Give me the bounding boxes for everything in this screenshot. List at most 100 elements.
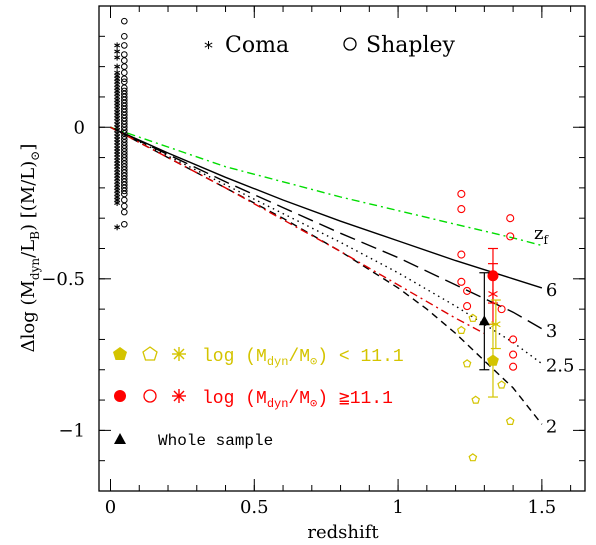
y-axis-label: Δlog (Mdyn/LB) [(M/L)⊙] xyxy=(18,144,42,353)
model-line-zf-00dd00 xyxy=(110,126,543,247)
shapley-point xyxy=(121,33,128,40)
shapley-point xyxy=(121,208,128,216)
star-stroke xyxy=(114,176,121,181)
star-stroke xyxy=(114,158,121,163)
star-stroke xyxy=(114,122,121,127)
shapley-point xyxy=(121,51,128,58)
star-stroke xyxy=(114,85,121,90)
shapley-point xyxy=(121,69,128,76)
highz-red-point xyxy=(509,350,518,359)
coma-point xyxy=(114,63,121,70)
star-stroke xyxy=(114,110,121,115)
axis-ticks xyxy=(99,5,585,492)
highz-red-point xyxy=(463,302,472,311)
x-axis-label: redshift xyxy=(307,522,379,543)
shapley-point xyxy=(121,42,128,49)
star-stroke xyxy=(114,155,121,160)
x-tick-label: 1.5 xyxy=(528,497,557,518)
highz-red-point xyxy=(463,286,472,295)
star-stroke xyxy=(114,97,121,102)
black-triangle-icon xyxy=(114,433,126,444)
highz-yellow-point xyxy=(468,313,478,322)
red-filled-circle-icon xyxy=(114,390,126,402)
mean-whole-marker xyxy=(478,315,490,326)
star-stroke xyxy=(114,70,121,75)
svg-text:Δlog (Mdyn/LB) [(M/L)⊙]: Δlog (Mdyn/LB) [(M/L)⊙] xyxy=(18,144,42,353)
star-stroke xyxy=(114,149,121,154)
highz-red-point xyxy=(457,250,466,259)
red-star-icon xyxy=(172,389,186,403)
star-stroke xyxy=(114,137,121,142)
model-line-zf-2.5 xyxy=(110,126,543,365)
x-tick-label: 1 xyxy=(392,497,403,518)
star-stroke xyxy=(114,107,121,112)
star-stroke xyxy=(488,290,498,297)
star-stroke xyxy=(114,179,121,184)
mean-red-star-marker xyxy=(488,288,498,299)
highz-yellow-point xyxy=(471,395,481,404)
model-line-zf-6 xyxy=(110,126,543,289)
x-tick-label: 0 xyxy=(105,497,116,518)
star-stroke xyxy=(114,55,121,60)
star-stroke xyxy=(114,198,121,202)
y-tick-label: −1 xyxy=(58,420,85,441)
shapley-point xyxy=(121,57,128,64)
star-stroke xyxy=(114,131,121,136)
star-stroke xyxy=(114,140,121,145)
yellow-open-pentagon-icon xyxy=(142,346,158,361)
zf-label: 3 xyxy=(546,321,557,342)
star-stroke xyxy=(114,128,121,133)
highz-red-point xyxy=(457,189,466,198)
shapley-point xyxy=(121,75,128,83)
shapley-point xyxy=(121,17,128,25)
y-tick-label: 0 xyxy=(74,117,85,138)
star-stroke xyxy=(114,164,121,169)
yellow-legend-label: log (Mdyn/M⊙) < 11.1 xyxy=(202,347,404,369)
highz-red-point xyxy=(457,205,466,214)
star-stroke xyxy=(114,146,121,151)
data-points xyxy=(114,17,518,462)
star-stroke xyxy=(114,113,121,118)
star-stroke xyxy=(114,143,121,148)
shapley-legend-label: Shapley xyxy=(366,33,455,58)
star-stroke xyxy=(114,201,121,206)
highz-red-point xyxy=(506,214,515,223)
star-stroke xyxy=(114,134,121,139)
star-stroke xyxy=(114,91,121,96)
star-stroke xyxy=(114,125,121,130)
star-stroke xyxy=(114,167,121,172)
star-stroke xyxy=(114,225,121,230)
coma-point xyxy=(114,224,121,231)
shapley-point xyxy=(121,220,128,228)
star-stroke xyxy=(114,49,121,54)
zf-label: 2 xyxy=(546,416,557,437)
tick-labels: 0 0.5 1 1.5 0 −0.5 −1 xyxy=(41,117,556,518)
star-stroke xyxy=(491,321,501,328)
highz-red-point xyxy=(509,335,518,344)
shapley-point xyxy=(121,202,128,210)
highz-yellow-point xyxy=(505,416,515,425)
coma-legend-label: Coma xyxy=(225,33,289,58)
red-legend-label: log (Mdyn/M⊙) ≧11.1 xyxy=(202,389,393,411)
shapley-legend-symbol xyxy=(343,37,357,51)
highz-yellow-point xyxy=(468,453,478,462)
coma-legend-symbol: * xyxy=(204,38,213,59)
coma-point xyxy=(114,48,121,55)
highz-red-point xyxy=(506,232,515,241)
highz-yellow-point xyxy=(462,359,472,368)
coma-point xyxy=(114,42,121,49)
star-stroke xyxy=(114,104,121,109)
zf-label: 2.5 xyxy=(546,356,575,377)
highz-red-point xyxy=(497,305,506,314)
shapley-point xyxy=(121,196,128,204)
x-tick-label: 0.5 xyxy=(240,497,269,518)
star-stroke xyxy=(114,170,121,175)
yellow-filled-pentagon-icon xyxy=(113,347,127,360)
star-stroke xyxy=(114,73,121,78)
legend-bottom: log (Mdyn/M⊙) < 11.1 log (Mdyn/M⊙) ≧11.1… xyxy=(113,346,404,450)
star-stroke xyxy=(114,94,121,99)
model-line-zf-2 xyxy=(110,126,543,425)
shapley-point xyxy=(121,187,128,195)
star-stroke xyxy=(114,79,121,84)
